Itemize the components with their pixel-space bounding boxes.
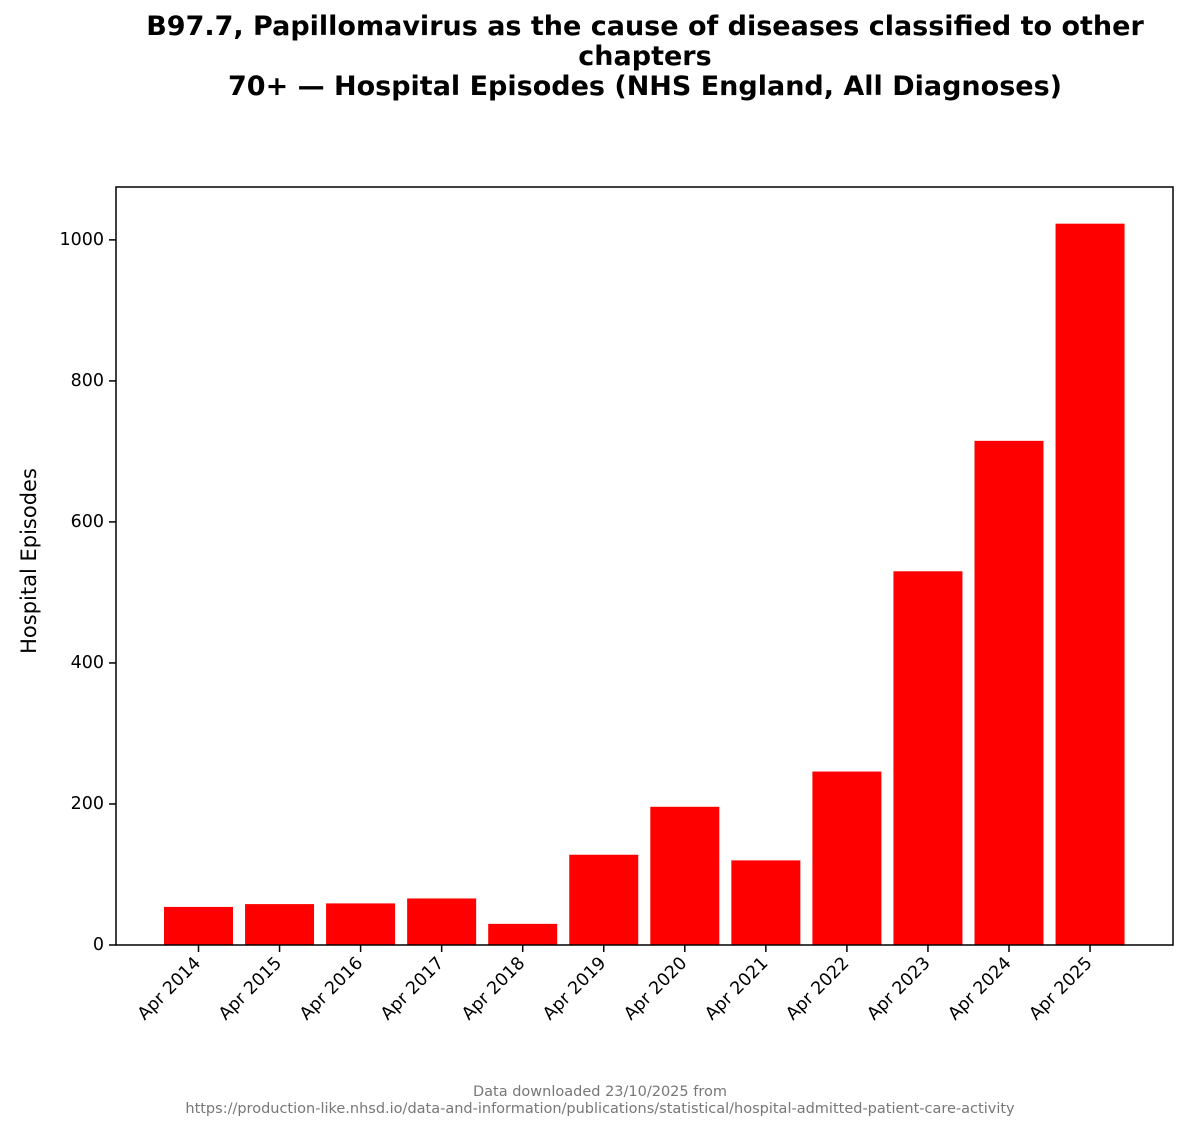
source-note: Data downloaded 23/10/2025 from https://… <box>0 1084 1200 1118</box>
chart-title-line-3: 70+ — Hospital Episodes (NHS England, Al… <box>228 71 1062 102</box>
bar-apr-2016 <box>326 903 396 945</box>
y-tick-label: 200 <box>71 794 104 814</box>
x-tick-label: Apr 2021 <box>701 953 772 1024</box>
bar-apr-2023 <box>893 571 963 945</box>
chart-title-line-2: chapters <box>578 41 712 72</box>
bar-apr-2020 <box>650 806 720 945</box>
bar-apr-2019 <box>569 854 639 945</box>
x-axis: Apr 2014 Apr 2015 Apr 2016 Apr 2017 Apr 2018… <box>134 945 1097 1024</box>
bar-apr-2014 <box>164 906 233 945</box>
bar-group <box>164 223 1125 946</box>
y-axis: 0 200 400 600 800 1000 <box>59 230 116 955</box>
bar-apr-2025 <box>1055 223 1125 946</box>
x-tick-label: Apr 2020 <box>620 953 691 1024</box>
x-tick-label: Apr 2018 <box>458 953 529 1024</box>
source-note-line-1: Data downloaded 23/10/2025 from <box>472 1084 727 1100</box>
plot-frame <box>115 186 1174 946</box>
bar-apr-2022 <box>812 771 882 945</box>
x-tick-label: Apr 2017 <box>377 953 448 1024</box>
bar-apr-2021 <box>731 860 801 945</box>
y-tick-label: 800 <box>71 371 104 391</box>
y-tick-label: 0 <box>93 935 104 955</box>
source-note-line-2: https://production-like.nhsd.io/data-and… <box>185 1101 1015 1117</box>
x-tick-label: Apr 2023 <box>864 953 935 1024</box>
x-tick-label: Apr 2024 <box>945 953 1016 1024</box>
x-tick-label: Apr 2022 <box>782 953 853 1024</box>
y-tick-label: 400 <box>71 653 104 673</box>
x-tick-label: Apr 2014 <box>134 953 205 1024</box>
y-tick-label: 1000 <box>59 230 104 250</box>
bar-apr-2015 <box>245 904 315 945</box>
x-tick-label: Apr 2016 <box>296 953 367 1024</box>
x-tick-label: Apr 2025 <box>1026 953 1097 1024</box>
y-tick-label: 600 <box>71 512 104 532</box>
chart-title: B97.7, Papillomavirus as the cause of di… <box>90 12 1200 102</box>
x-tick-label: Apr 2015 <box>215 953 286 1024</box>
y-axis-label: Hospital Episodes <box>17 468 41 654</box>
bar-apr-2024 <box>974 440 1044 945</box>
bar-apr-2017 <box>407 898 477 945</box>
chart-title-line-1: B97.7, Papillomavirus as the cause of di… <box>146 11 1144 42</box>
bar-apr-2018 <box>488 923 558 945</box>
x-tick-label: Apr 2019 <box>539 953 610 1024</box>
